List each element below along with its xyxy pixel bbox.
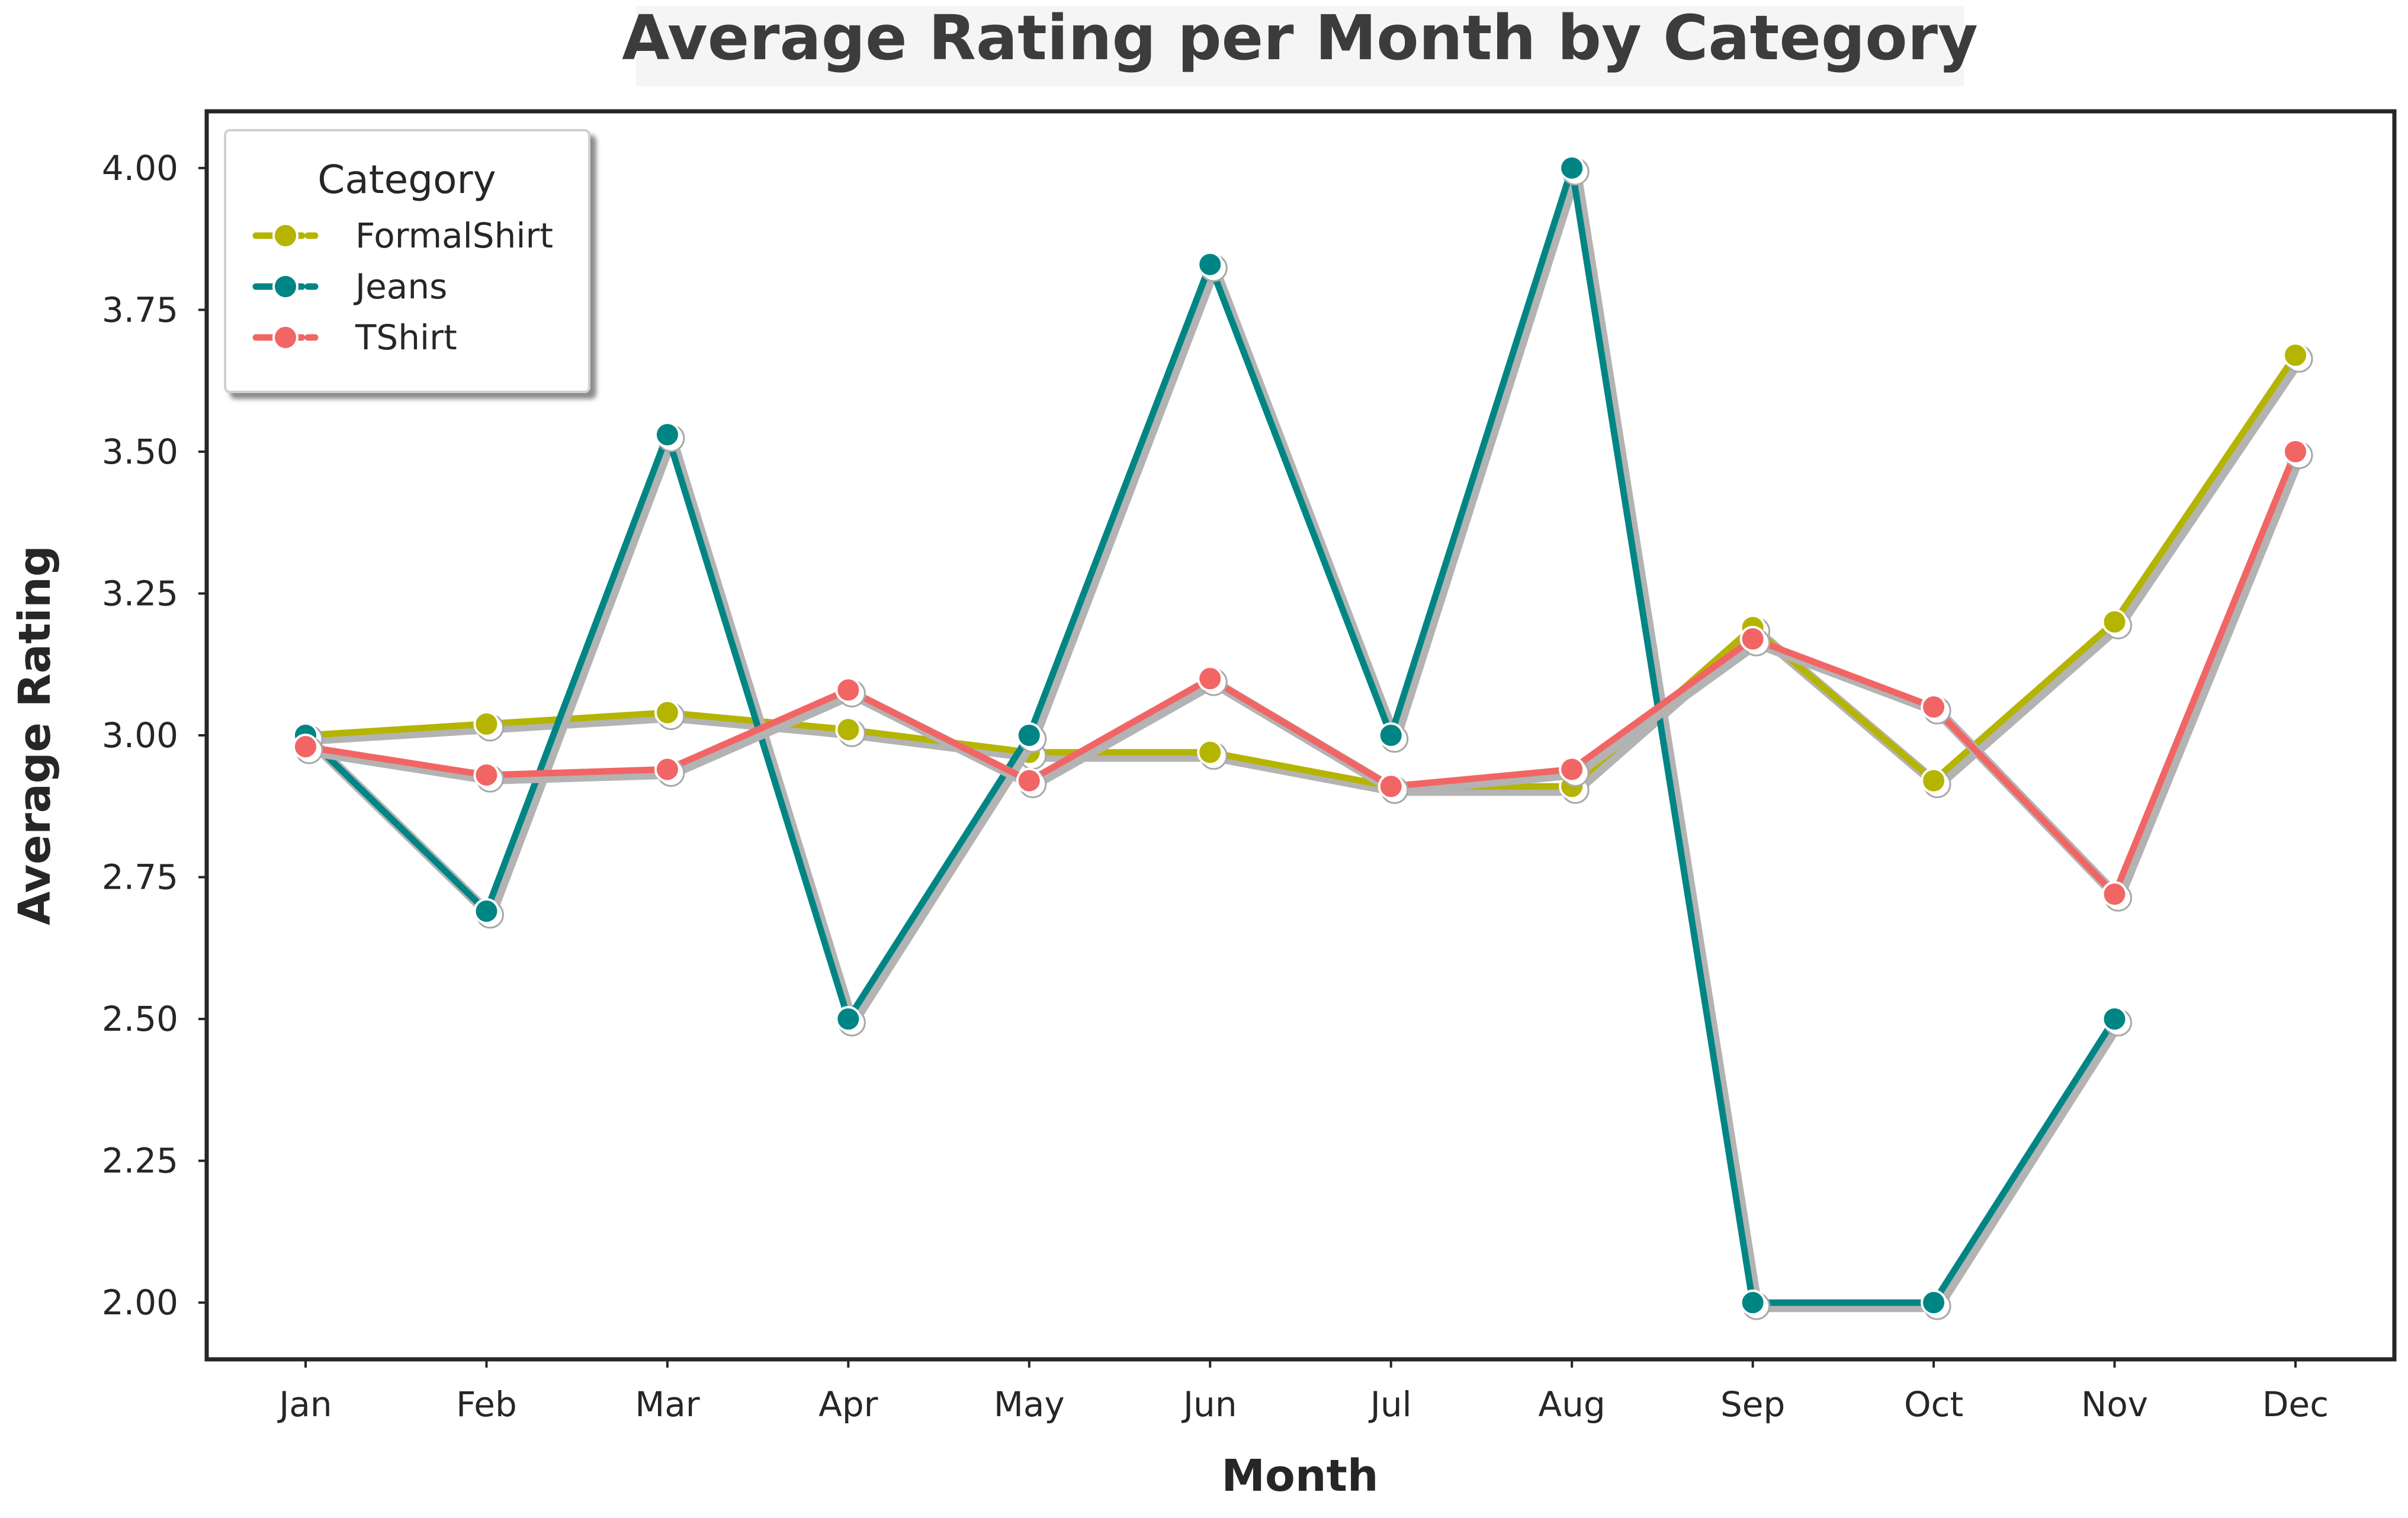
data-point: [1197, 665, 1224, 692]
y-tick-label: 2.00: [102, 1282, 178, 1323]
legend-label: FormalShirt: [355, 216, 553, 256]
y-tick-label: 3.50: [102, 432, 178, 472]
series-jeans: [293, 155, 2133, 1320]
data-point: [473, 710, 500, 737]
y-axis: 2.00 2.25 2.50 2.75 3.00 3.25 3.50 3.75 4.00: [102, 148, 207, 1323]
series-formalshirt: [293, 342, 2313, 804]
y-tick-label: 4.00: [102, 148, 178, 188]
data-point: [1921, 1289, 1947, 1316]
y-axis-title: Average Rating: [9, 545, 60, 925]
data-point: [1197, 251, 1224, 278]
data-point: [2101, 881, 2128, 908]
data-point: [1197, 739, 1224, 766]
x-tick-label: Sep: [1720, 1384, 1785, 1424]
x-tick-label: Mar: [635, 1384, 700, 1424]
data-point: [654, 756, 680, 783]
chart-title-background: [636, 6, 1964, 86]
data-point: [2101, 1006, 2128, 1033]
legend-label: Jeans: [354, 266, 447, 307]
legend-box: [224, 129, 590, 393]
series-layer: [293, 155, 2313, 1320]
series-line: [302, 448, 2299, 898]
legend-swatch-marker: [272, 274, 298, 300]
data-point: [1921, 767, 1947, 794]
legend-title: Category: [317, 157, 496, 202]
x-tick-label: Aug: [1539, 1384, 1606, 1424]
x-axis: Jan Feb Mar Apr May Jun Jul Aug Sep Oct Nov Dec: [277, 1359, 2329, 1424]
y-tick-label: 3.25: [102, 573, 178, 613]
data-point: [1739, 626, 1766, 652]
legend-label: TShirt: [355, 317, 457, 358]
x-tick-label: Apr: [818, 1384, 878, 1424]
data-point: [473, 898, 500, 925]
y-tick-label: 2.75: [102, 857, 178, 898]
y-tick-label: 3.00: [102, 715, 178, 755]
x-tick-label: Dec: [2262, 1384, 2329, 1424]
data-point: [1016, 722, 1042, 748]
series-line: [302, 352, 2299, 790]
x-axis-title: Month: [1221, 1451, 1378, 1501]
data-point: [1016, 767, 1042, 794]
data-point: [835, 1006, 862, 1033]
data-point: [293, 734, 319, 760]
legend-entries: FormalShirt Jeans TShirt: [252, 216, 553, 358]
data-point: [654, 422, 680, 448]
data-point: [1378, 773, 1404, 800]
x-tick-label: Jan: [277, 1384, 332, 1424]
data-point: [2282, 342, 2309, 369]
data-point: [835, 677, 862, 703]
data-point: [1739, 1289, 1766, 1316]
y-tick-label: 3.75: [102, 290, 178, 330]
legend-swatch-marker: [272, 324, 298, 350]
data-point: [1559, 155, 1585, 181]
legend: Category FormalShirt Jeans TShirt: [224, 129, 590, 393]
x-tick-label: May: [994, 1384, 1065, 1424]
data-point: [1921, 694, 1947, 721]
chart-title: Average Rating per Month by Category: [622, 2, 1978, 74]
y-tick-label: 2.50: [102, 999, 178, 1039]
series-line-shadow: [304, 354, 2305, 796]
y-tick-label: 2.25: [102, 1141, 178, 1181]
legend-swatch-marker: [272, 223, 298, 249]
x-tick-label: Jul: [1369, 1384, 1412, 1424]
data-point: [2101, 609, 2128, 635]
data-point: [835, 716, 862, 743]
data-point: [2282, 438, 2309, 465]
x-tick-label: Nov: [2081, 1384, 2148, 1424]
data-point: [473, 762, 500, 789]
x-tick-label: Feb: [456, 1384, 517, 1424]
x-tick-label: Oct: [1904, 1384, 1963, 1424]
data-point: [1378, 722, 1404, 748]
x-tick-label: Jun: [1181, 1384, 1237, 1424]
data-point: [654, 699, 680, 726]
data-point: [1559, 756, 1585, 783]
series-tshirt: [293, 438, 2313, 912]
